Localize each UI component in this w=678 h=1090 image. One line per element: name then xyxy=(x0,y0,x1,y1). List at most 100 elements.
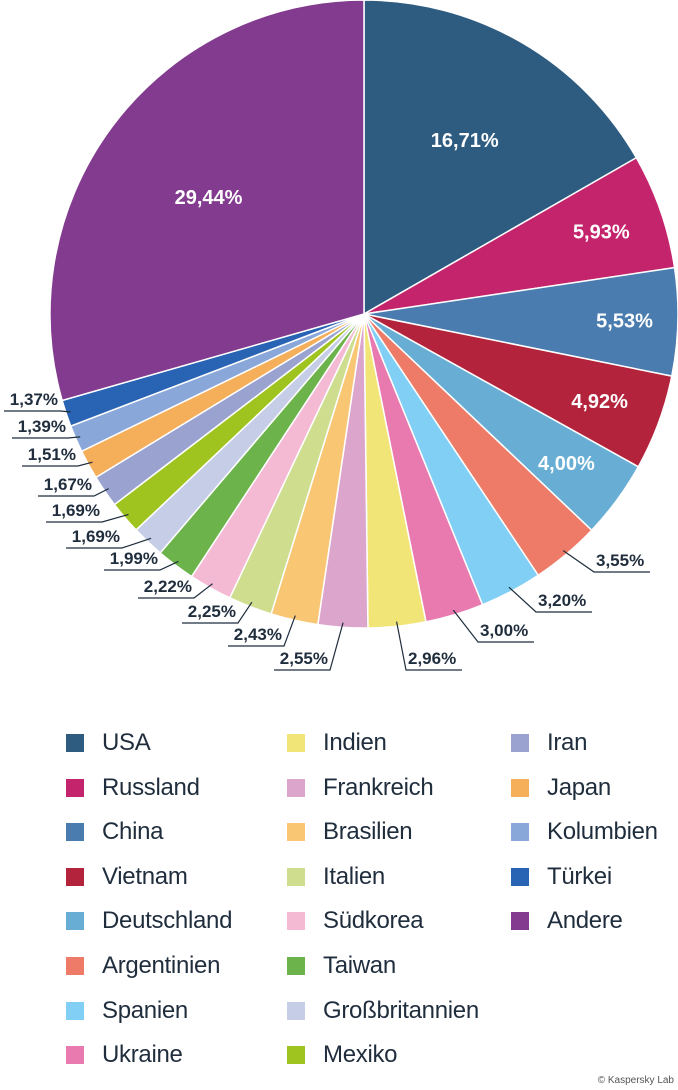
legend-label: Großbritannien xyxy=(323,996,479,1024)
legend-item-brasilien: Brasilien xyxy=(287,817,413,847)
legend-item-iran: Iran xyxy=(511,728,587,758)
data-label: 2,55% xyxy=(280,649,328,668)
leader-line xyxy=(138,583,213,599)
pie-slices xyxy=(49,0,678,629)
data-label: 1,69% xyxy=(72,527,120,546)
data-label: 5,53% xyxy=(596,311,653,333)
legend-label: Südkorea xyxy=(323,907,424,935)
leader-line xyxy=(274,622,344,671)
leader-line xyxy=(182,601,253,624)
leader-line xyxy=(508,586,592,613)
legend-swatch xyxy=(511,734,529,752)
legend-item-frankreich: Frankreich xyxy=(287,773,434,803)
data-label: 2,22% xyxy=(144,577,192,596)
legend-item-andere: Andere xyxy=(511,906,623,936)
legend-label: Indien xyxy=(323,729,387,756)
legend-item-vietnam: Vietnam xyxy=(66,862,188,892)
legend-item-gro-britannien: Großbritannien xyxy=(287,996,479,1026)
legend-swatch xyxy=(287,957,305,975)
legend-item-taiwan: Taiwan xyxy=(287,951,396,981)
data-label: 1,39% xyxy=(18,417,66,436)
leader-line xyxy=(12,436,81,439)
legend-swatch xyxy=(287,912,305,931)
legend-label: Türkei xyxy=(547,862,612,890)
leader-line xyxy=(46,513,129,523)
data-label: 3,00% xyxy=(480,621,528,640)
leader-line xyxy=(22,461,93,467)
legend-label: Andere xyxy=(547,907,623,935)
legend-swatch xyxy=(287,823,305,842)
data-label: 2,96% xyxy=(408,649,456,668)
legend-item-kolumbien: Kolumbien xyxy=(511,817,658,847)
pie-slice-usa xyxy=(363,0,638,316)
legend-swatch xyxy=(287,734,305,752)
legend-swatch xyxy=(66,867,84,886)
legend-item-s-dkorea: Südkorea xyxy=(287,906,424,936)
legend-swatch xyxy=(511,867,529,886)
legend-item-italien: Italien xyxy=(287,862,385,892)
legend-swatch xyxy=(287,1046,305,1065)
legend-label: Iran xyxy=(547,729,588,756)
data-label: 5,93% xyxy=(573,222,630,244)
data-label: 1,67% xyxy=(44,475,92,494)
pie-chart: 16,71% 5,93% 5,53% 4,92% 4,00% 3,55% 3,20% 3,00… xyxy=(4,0,678,671)
data-label: 2,25% xyxy=(188,602,236,621)
legend-item-usa: USA xyxy=(66,728,151,758)
legend-swatch xyxy=(66,734,84,752)
credit-text: © Kaspersky Lab xyxy=(597,1075,674,1086)
legend-swatch xyxy=(66,957,84,975)
legend-item-t-rkei: Türkei xyxy=(511,862,612,892)
legend-swatch xyxy=(66,778,84,797)
data-label: 4,92% xyxy=(571,391,628,413)
legend-label: USA xyxy=(102,729,151,756)
legend-label: Deutschland xyxy=(102,907,233,935)
legend-label: Taiwan xyxy=(323,952,396,979)
data-labels: 16,71% 5,93% 5,53% 4,92% 4,00% 3,55% 3,20% 3,00… xyxy=(10,130,653,668)
legend-swatch xyxy=(511,778,529,797)
leader-line xyxy=(562,550,650,573)
legend-label: China xyxy=(102,818,164,846)
legend-label: Kolumbien xyxy=(547,818,658,846)
data-label: 3,20% xyxy=(538,591,586,610)
legend-label: Ukraine xyxy=(102,1041,183,1069)
leader-line xyxy=(66,537,152,549)
legend-item-russland: Russland xyxy=(66,773,200,803)
label-leader-lines xyxy=(4,410,650,671)
legend-item-japan: Japan xyxy=(511,773,611,803)
leader-line xyxy=(38,488,109,497)
legend-swatch xyxy=(66,1001,84,1020)
legend-label: Spanien xyxy=(102,996,188,1024)
legend-item-spanien: Spanien xyxy=(66,996,188,1026)
legend-item-china: China xyxy=(66,817,164,847)
legend-label: Mexiko xyxy=(323,1041,398,1069)
legend-swatch xyxy=(66,823,84,842)
data-label: 1,51% xyxy=(28,445,76,464)
legend-swatch xyxy=(287,1001,305,1020)
legend: USA Russland China Vietnam Deutschland Argent… xyxy=(0,716,678,1076)
data-label: 4,00% xyxy=(538,453,595,475)
pie-slice-andere xyxy=(49,0,365,402)
data-label: 1,99% xyxy=(110,549,158,568)
legend-item-ukraine: Ukraine xyxy=(66,1040,183,1070)
data-label: 29,44% xyxy=(175,187,243,209)
data-label: 1,37% xyxy=(10,390,58,409)
leader-line xyxy=(228,615,296,647)
legend-label: Italien xyxy=(323,862,385,890)
legend-item-argentinien: Argentinien xyxy=(66,951,220,981)
data-label: 2,43% xyxy=(234,625,282,644)
leader-line xyxy=(396,621,462,671)
legend-label: Argentinien xyxy=(102,952,221,979)
data-label: 16,71% xyxy=(431,130,499,152)
legend-swatch xyxy=(66,1046,84,1065)
legend-swatch xyxy=(287,778,305,797)
legend-label: Japan xyxy=(547,773,611,801)
data-label: 1,69% xyxy=(52,501,100,520)
leader-line xyxy=(4,410,71,413)
leader-line xyxy=(452,609,534,643)
legend-item-mexiko: Mexiko xyxy=(287,1040,398,1070)
legend-swatch xyxy=(287,867,305,886)
leader-line xyxy=(104,560,179,571)
legend-item-indien: Indien xyxy=(287,728,387,758)
legend-item-deutschland: Deutschland xyxy=(66,906,232,936)
legend-label: Brasilien xyxy=(323,818,413,846)
